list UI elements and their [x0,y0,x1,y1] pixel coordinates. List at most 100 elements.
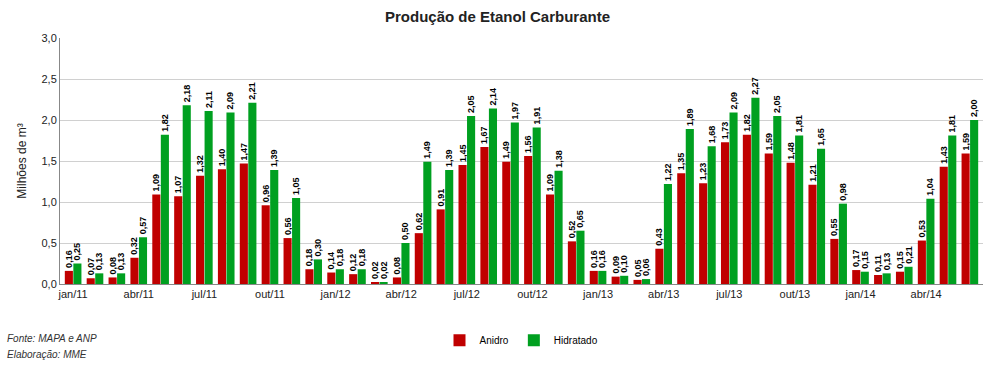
svg-text:0,25: 0,25 [72,243,82,261]
svg-text:2,11: 2,11 [204,91,214,108]
svg-text:0,12: 0,12 [348,254,358,272]
svg-text:2,09: 2,09 [729,92,739,110]
svg-text:0,06: 0,06 [641,259,651,277]
svg-text:1,23: 1,23 [698,163,708,181]
svg-text:1,22: 1,22 [663,163,673,181]
svg-text:1,43: 1,43 [939,146,949,164]
svg-text:0,16: 0,16 [589,250,599,268]
svg-text:2,09: 2,09 [225,92,235,110]
svg-text:0,16: 0,16 [597,250,607,268]
svg-text:2,21: 2,21 [247,82,257,100]
svg-text:1,68: 1,68 [707,126,717,144]
svg-text:jan/12: jan/12 [320,288,351,300]
svg-text:0,07: 0,07 [86,258,96,276]
svg-text:0,10: 0,10 [619,255,629,273]
svg-text:1,59: 1,59 [764,133,774,151]
svg-text:0,08: 0,08 [392,257,402,275]
svg-text:0,15: 0,15 [860,251,870,269]
svg-text:1,39: 1,39 [444,149,454,167]
svg-text:jan/14: jan/14 [845,288,876,300]
svg-text:2,00: 2,00 [969,99,979,117]
svg-text:0,13: 0,13 [116,253,126,271]
svg-text:1,48: 1,48 [786,142,796,160]
svg-text:1,05: 1,05 [291,177,301,195]
svg-text:1,81: 1,81 [794,115,804,133]
svg-text:Anidro: Anidro [480,335,509,346]
svg-text:jul/13: jul/13 [715,288,742,300]
svg-text:1,09: 1,09 [545,174,555,192]
svg-text:0,18: 0,18 [304,249,314,267]
svg-text:3,0: 3,0 [42,32,57,44]
svg-text:1,59: 1,59 [961,133,971,151]
svg-text:out/11: out/11 [255,288,285,300]
svg-text:0,30: 0,30 [313,239,323,257]
svg-text:1,97: 1,97 [510,102,520,120]
svg-text:0,16: 0,16 [64,250,74,268]
svg-text:1,39: 1,39 [269,149,279,167]
svg-text:0,21: 0,21 [904,246,914,264]
svg-text:0,53: 0,53 [917,220,927,238]
svg-text:1,82: 1,82 [742,114,752,132]
svg-text:2,27: 2,27 [750,77,760,95]
svg-text:1,82: 1,82 [160,114,170,132]
svg-text:0,52: 0,52 [567,221,577,239]
svg-text:Milhões de m³: Milhões de m³ [15,123,29,198]
svg-text:1,47: 1,47 [239,143,249,161]
svg-text:1,49: 1,49 [501,141,511,159]
svg-text:1,32: 1,32 [195,155,205,173]
svg-text:0,11: 0,11 [873,255,883,272]
svg-text:1,49: 1,49 [422,141,432,159]
svg-text:2,0: 2,0 [42,114,57,126]
svg-text:1,65: 1,65 [816,128,826,146]
svg-text:out/13: out/13 [780,288,811,300]
svg-text:jul/11: jul/11 [191,288,217,300]
svg-text:0,02: 0,02 [379,261,389,279]
svg-text:2,5: 2,5 [42,73,57,85]
svg-text:jul/12: jul/12 [453,288,480,300]
svg-text:1,81: 1,81 [947,115,957,133]
svg-text:0,43: 0,43 [654,228,664,246]
svg-text:0,15: 0,15 [895,251,905,269]
svg-text:1,38: 1,38 [554,150,564,168]
svg-text:0,02: 0,02 [370,261,380,279]
svg-text:0,17: 0,17 [851,250,861,268]
svg-text:0,96: 0,96 [261,185,271,203]
svg-text:1,21: 1,21 [808,164,818,182]
svg-text:0,91: 0,91 [436,189,446,207]
svg-text:0,05: 0,05 [633,259,643,277]
svg-text:0,14: 0,14 [326,252,336,270]
svg-text:1,5: 1,5 [42,155,57,167]
svg-text:1,89: 1,89 [685,108,695,126]
svg-text:0,13: 0,13 [882,253,892,271]
svg-text:1,0: 1,0 [42,196,57,208]
svg-text:1,40: 1,40 [217,149,227,167]
svg-text:1,91: 1,91 [532,107,542,125]
svg-text:Fonte: MAPA e ANP: Fonte: MAPA e ANP [7,333,97,344]
svg-text:2,18: 2,18 [182,85,192,103]
svg-text:jan/13: jan/13 [582,288,613,300]
svg-text:1,35: 1,35 [676,153,686,171]
svg-text:Produção de Etanol Carburante: Produção de Etanol Carburante [385,8,610,25]
svg-text:0,32: 0,32 [129,237,139,255]
svg-text:abr/11: abr/11 [124,288,154,300]
svg-text:1,73: 1,73 [720,122,730,140]
svg-text:0,55: 0,55 [829,218,839,236]
svg-text:0,13: 0,13 [94,253,104,271]
svg-text:0,18: 0,18 [357,249,367,267]
svg-text:out/12: out/12 [517,288,548,300]
svg-text:Elaboração: MME: Elaboração: MME [7,349,87,360]
svg-text:2,14: 2,14 [488,88,498,106]
svg-text:0,18: 0,18 [335,249,345,267]
svg-text:1,45: 1,45 [458,145,468,163]
svg-text:1,67: 1,67 [479,127,489,145]
svg-text:0,62: 0,62 [414,213,424,231]
svg-text:0,08: 0,08 [108,257,118,275]
svg-text:2,05: 2,05 [466,95,476,113]
svg-text:abr/14: abr/14 [911,288,942,300]
svg-text:0,56: 0,56 [283,218,293,236]
svg-text:Hidratado: Hidratado [554,335,598,346]
svg-text:1,04: 1,04 [925,178,935,196]
svg-text:abr/12: abr/12 [386,288,417,300]
svg-text:1,09: 1,09 [151,174,161,192]
svg-text:0,65: 0,65 [575,210,585,228]
